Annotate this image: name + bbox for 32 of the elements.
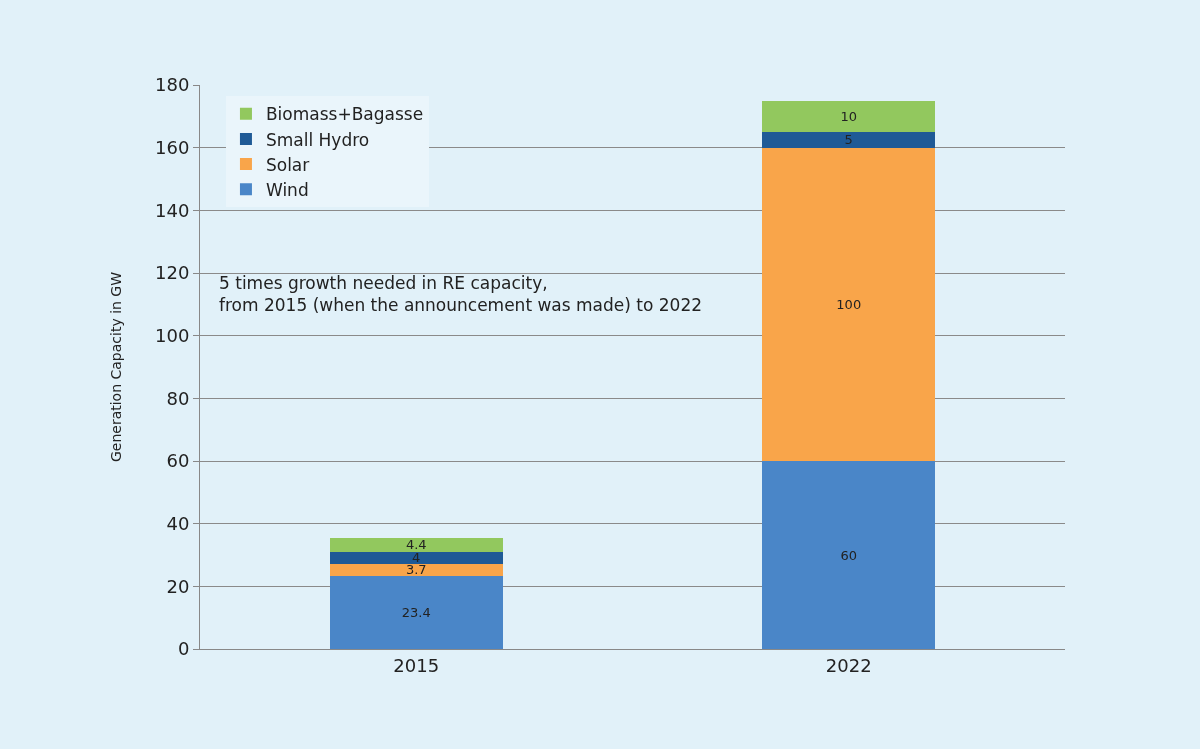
y-tick-label: 80 <box>166 387 190 409</box>
y-tick-label: 120 <box>155 262 190 284</box>
legend-label: Small Hydro <box>265 129 370 150</box>
y-tick-label: 20 <box>166 575 190 597</box>
legend-label: Wind <box>265 179 309 200</box>
bar <box>762 132 936 148</box>
y-tick-label: 60 <box>166 450 190 472</box>
y-tick-label: 40 <box>166 512 190 534</box>
bar <box>762 461 936 649</box>
x-tick-label: 2022 <box>825 654 872 676</box>
bar <box>329 551 503 565</box>
legend-label: Solar <box>265 154 310 175</box>
bar <box>329 575 503 649</box>
data-label: 10 <box>840 108 858 124</box>
data-label: 100 <box>836 296 862 312</box>
data-label: 23.4 <box>401 604 431 620</box>
y-tick-label: 100 <box>155 324 190 346</box>
bar <box>762 100 936 132</box>
bar <box>329 537 503 552</box>
y-tick-label: 140 <box>155 199 190 221</box>
data-label: 60 <box>840 547 858 563</box>
y-tick-label: 180 <box>155 74 190 96</box>
y-axis-title: Generation Capacity in GW <box>107 271 124 463</box>
y-tick-label: 0 <box>177 638 190 660</box>
data-label: 5 <box>844 132 853 148</box>
annotation: 5 times growth needed in RE capacity, from 2015 (when the announcement was made) to 2022 <box>219 273 703 316</box>
bar <box>762 147 936 461</box>
x-tick-label: 2015 <box>393 654 440 676</box>
bar <box>329 564 503 576</box>
legend-label: Biomass+Bagasse <box>265 104 424 125</box>
data-label: 4.4 <box>405 537 427 553</box>
y-tick-label: 160 <box>155 136 190 158</box>
